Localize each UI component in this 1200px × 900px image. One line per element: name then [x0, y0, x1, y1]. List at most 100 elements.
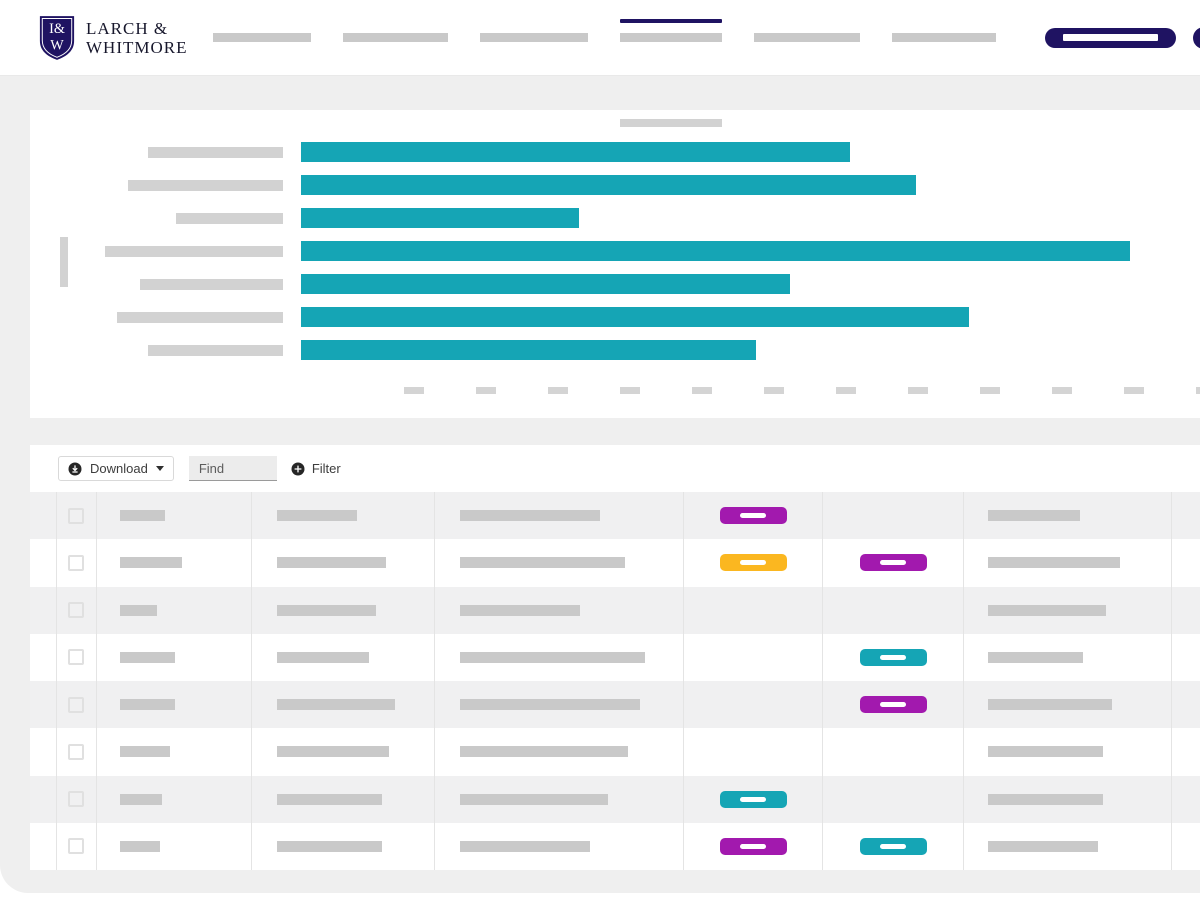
chart-title-placeholder — [620, 119, 722, 127]
row-select-cell — [57, 633, 97, 681]
status-cell — [823, 539, 964, 587]
table-cell — [97, 586, 252, 634]
table-row[interactable] — [30, 633, 1200, 681]
cell-text-placeholder — [277, 510, 357, 522]
chart-category-label-placeholder — [148, 146, 283, 158]
cell-text-placeholder — [988, 793, 1103, 805]
table-row[interactable] — [30, 775, 1200, 823]
filter-button-label: Filter — [311, 461, 341, 476]
table-row[interactable] — [30, 492, 1200, 540]
table-cell — [1172, 681, 1200, 728]
chart-card — [30, 110, 1200, 418]
cell-text-placeholder — [460, 746, 628, 758]
x-axis-tick-placeholder — [548, 387, 568, 394]
table-row[interactable] — [30, 539, 1200, 587]
nav-item-2[interactable] — [343, 33, 449, 42]
table-row[interactable] — [30, 822, 1200, 870]
x-axis-tick-placeholder — [404, 387, 424, 394]
cell-text-placeholder — [988, 746, 1103, 758]
table-cell — [435, 633, 684, 681]
header-cta-button[interactable] — [1045, 27, 1176, 48]
row-checkbox[interactable] — [68, 602, 84, 619]
add-filter-icon — [291, 462, 305, 475]
table-cell — [97, 775, 252, 823]
cell-text-placeholder — [277, 651, 369, 663]
row-checkbox[interactable] — [68, 554, 84, 571]
nav-item-1[interactable] — [213, 33, 312, 42]
status-cell — [823, 681, 964, 729]
x-axis-tick-placeholder — [764, 387, 784, 394]
status-cell — [684, 633, 823, 681]
row-checkbox[interactable] — [68, 507, 84, 524]
table-cell — [1172, 492, 1200, 539]
nav-item-6[interactable] — [892, 33, 997, 42]
filter-button[interactable]: Filter — [291, 461, 341, 476]
badge-label-placeholder — [740, 843, 766, 849]
cell-text-placeholder — [120, 651, 175, 663]
table-row[interactable] — [30, 728, 1200, 776]
brand-name-line2: WHITMORE — [86, 37, 188, 57]
brand-logo[interactable]: I& W LARCH & WHITMORE — [38, 15, 187, 61]
badge-label-placeholder — [740, 560, 766, 566]
chart-bar — [301, 175, 916, 195]
cell-text-placeholder — [120, 746, 170, 758]
table-cell — [252, 633, 435, 681]
cell-text-placeholder — [120, 699, 175, 711]
badge-label-placeholder — [740, 513, 766, 519]
row-checkbox[interactable] — [68, 838, 84, 855]
table-cell — [435, 681, 684, 729]
table-cell — [964, 822, 1172, 870]
nav-item-4[interactable] — [620, 19, 723, 42]
nav-label-placeholder — [754, 33, 861, 42]
row-handle-cell — [30, 681, 57, 729]
row-handle-cell — [30, 822, 57, 870]
table-cell — [435, 586, 684, 634]
row-checkbox[interactable] — [68, 649, 84, 666]
avatar[interactable] — [1193, 26, 1200, 49]
row-select-cell — [57, 728, 97, 776]
row-handle-cell — [30, 775, 57, 823]
chart-bar — [301, 208, 579, 228]
cell-text-placeholder — [988, 840, 1098, 852]
status-cell — [823, 728, 964, 776]
table-toolbar: Download Filter — [30, 445, 1200, 492]
row-checkbox[interactable] — [68, 696, 84, 713]
table-cell — [435, 775, 684, 823]
content-panel: Download Filter — [0, 76, 1200, 893]
table-row[interactable] — [30, 681, 1200, 729]
cell-text-placeholder — [120, 840, 160, 852]
cell-text-placeholder — [460, 557, 625, 569]
shield-monogram-top: I& — [49, 21, 65, 37]
row-checkbox[interactable] — [68, 743, 84, 760]
brand-shield-icon: I& W — [39, 15, 75, 60]
chart-category-label-placeholder — [105, 245, 283, 257]
y-axis-label-placeholder — [60, 237, 68, 287]
table-cell — [97, 822, 252, 870]
chart-category-label-placeholder — [140, 278, 283, 290]
header-actions — [1045, 26, 1200, 49]
x-axis-tick-placeholder — [908, 387, 928, 394]
table-cell — [252, 822, 435, 870]
nav-item-3[interactable] — [480, 33, 589, 42]
status-cell — [823, 822, 964, 870]
download-button[interactable]: Download — [58, 456, 174, 481]
table-cell — [964, 775, 1172, 823]
row-handle-cell — [30, 728, 57, 776]
active-tab-indicator — [620, 19, 723, 23]
status-badge-purple — [719, 837, 787, 855]
status-badge-teal — [859, 648, 927, 666]
table-cell — [97, 681, 252, 729]
row-select-cell — [57, 681, 97, 729]
cell-text-placeholder — [277, 840, 382, 852]
nav-item-5[interactable] — [754, 33, 861, 42]
chart-bar — [301, 307, 969, 327]
row-checkbox[interactable] — [68, 791, 84, 808]
row-select-cell — [57, 822, 97, 870]
data-table — [30, 492, 1200, 870]
cell-text-placeholder — [460, 651, 645, 663]
table-cell — [1172, 634, 1200, 681]
row-select-cell — [57, 492, 97, 540]
table-row[interactable] — [30, 586, 1200, 634]
find-input[interactable] — [188, 456, 277, 481]
cell-text-placeholder — [988, 510, 1080, 522]
